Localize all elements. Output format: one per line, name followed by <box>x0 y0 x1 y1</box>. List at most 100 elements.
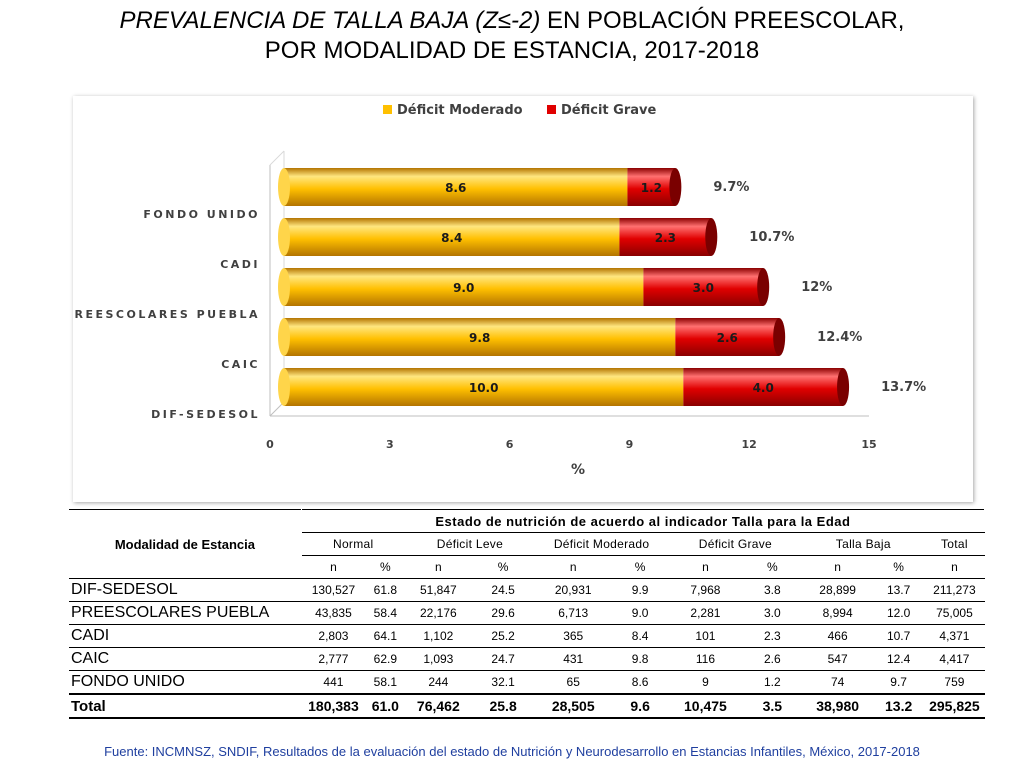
category-label: FONDO UNIDO <box>143 208 260 221</box>
table-cell: 1,102 <box>404 624 473 648</box>
table-row-name: PREESCOLARES PUEBLA <box>69 601 302 625</box>
table-cell: 12.0 <box>872 601 925 625</box>
bar-total-label: 13.7% <box>881 380 926 395</box>
bar-end-cap <box>757 268 770 306</box>
x-tick-label: 9 <box>626 438 634 451</box>
table-row: CADI 2,803 64.1 1,102 25.2 365 8.4 101 2.3 466 10.… <box>69 624 986 648</box>
table-subheader: n <box>404 555 473 579</box>
table-subheader: n <box>534 555 613 579</box>
bar-value-label: 9.8 <box>469 331 490 345</box>
bar-segment <box>683 368 844 406</box>
table-cell: 6,713 <box>534 601 613 625</box>
table-cell: 43,835 <box>300 601 367 625</box>
table-row-name: DIF-SEDESOL <box>69 578 302 602</box>
table-cell: 4,417 <box>923 647 986 671</box>
bar-segment <box>284 268 644 306</box>
table-row: FONDO UNIDO 441 58.1 244 32.1 65 8.6 9 1.2 74 9.7 7… <box>69 670 986 695</box>
table-cell: 365 <box>534 624 613 648</box>
legend-swatch <box>383 105 392 114</box>
table-cell: 58.4 <box>365 601 406 625</box>
table-cell: 9 <box>668 670 743 695</box>
table-subheader: % <box>471 555 536 579</box>
table-cell: 101 <box>668 624 743 648</box>
bar-segment <box>284 218 620 256</box>
table-cell: 64.1 <box>365 624 406 648</box>
table-cell: 180,383 <box>300 693 367 719</box>
bar-segment <box>284 318 676 356</box>
bar-segment <box>284 168 628 206</box>
table-cell: 25.8 <box>471 693 536 719</box>
table-group-header-total: Total <box>923 532 986 556</box>
table-cell: 7,968 <box>668 578 743 602</box>
chart-panel: 0 3 6 9 12 15% Déficit Moderado Déficit Grave FO… <box>73 96 973 502</box>
table-cell: 74 <box>801 670 874 695</box>
bar-end-cap <box>837 368 850 406</box>
table-row: PREESCOLARES PUEBLA 43,835 58.4 22,176 29.6 6… <box>69 601 986 625</box>
bar-total-label: 12.4% <box>817 330 862 345</box>
table-cell: 51,847 <box>404 578 473 602</box>
table-cell: 62.9 <box>365 647 406 671</box>
table-group-header: Déficit Grave <box>668 532 803 556</box>
bar-segment <box>627 168 676 206</box>
x-tick-label: 12 <box>742 438 757 451</box>
table-cell: 2.3 <box>741 624 803 648</box>
table-cell: 2,803 <box>300 624 367 648</box>
category-label: CADI <box>220 258 260 271</box>
bar-total-label: 9.7% <box>713 180 749 195</box>
page-title: PREVALENCIA DE TALLA BAJA (Z≤-2) EN POBL… <box>0 6 1024 66</box>
nutrition-data-table: Modalidad de Estancia Estado de nutrició… <box>69 509 986 719</box>
stacked-bar-chart: 0 3 6 9 12 15% Déficit Moderado Déficit Grave FO… <box>73 103 926 478</box>
bar-value-label: 10.0 <box>469 381 499 395</box>
table-row: CAIC 2,777 62.9 1,093 24.7 431 9.8 116 2.6 547 12.… <box>69 647 986 671</box>
table-group-header: Normal <box>300 532 406 556</box>
bar-value-label: 2.3 <box>655 231 676 245</box>
table-cell: 61.8 <box>365 578 406 602</box>
table-cell: 9.6 <box>611 693 669 719</box>
table-cell: 9.7 <box>872 670 925 695</box>
table-row-name: FONDO UNIDO <box>69 670 302 695</box>
table-cell: 38,980 <box>801 693 874 719</box>
table-cell: 8,994 <box>801 601 874 625</box>
table-subheader: n <box>801 555 874 579</box>
bar-segment <box>643 268 764 306</box>
title-regular-part: EN POBLACIÓN PREESCOLAR, <box>540 7 905 34</box>
bar-value-label: 9.0 <box>453 281 474 295</box>
table-row-name: Total <box>69 693 302 719</box>
table-cell: 32.1 <box>471 670 536 695</box>
table-cell: 20,931 <box>534 578 613 602</box>
category-label: CAIC <box>221 358 260 371</box>
table-header-modalidad: Modalidad de Estancia <box>69 509 302 579</box>
table-cell: 431 <box>534 647 613 671</box>
title-italic-part: PREVALENCIA DE TALLA BAJA (Z≤-2) <box>119 7 541 34</box>
table-cell: 244 <box>404 670 473 695</box>
legend-label: Déficit Moderado <box>397 103 523 118</box>
table-cell: 13.2 <box>872 693 925 719</box>
table-subheader: % <box>741 555 803 579</box>
table-header-main: Estado de nutrición de acuerdo al indica… <box>300 509 986 533</box>
table-cell: 3.5 <box>741 693 803 719</box>
table-cell: 22,176 <box>404 601 473 625</box>
table-cell: 28,505 <box>534 693 613 719</box>
x-axis-title: % <box>571 462 585 478</box>
bar-end-cap <box>773 318 786 356</box>
table-group-header-row: Normal Déficit Leve Déficit Moderado Défici… <box>69 532 986 556</box>
table-cell: 24.5 <box>471 578 536 602</box>
bar-value-label: 4.0 <box>753 381 774 395</box>
table-row: DIF-SEDESOL 130,527 61.8 51,847 24.5 20,931 9.… <box>69 578 986 602</box>
table-cell: 2,281 <box>668 601 743 625</box>
table-cell: 3.0 <box>741 601 803 625</box>
table-cell: 9.0 <box>611 601 669 625</box>
table-cell: 8.4 <box>611 624 669 648</box>
table-subheader: % <box>365 555 406 579</box>
table-cell: 10,475 <box>668 693 743 719</box>
x-tick-label: 6 <box>506 438 514 451</box>
table-cell: 76,462 <box>404 693 473 719</box>
category-label: DIF-SEDESOL <box>151 408 260 421</box>
table-group-header: Déficit Leve <box>404 532 536 556</box>
table-cell: 1.2 <box>741 670 803 695</box>
x-tick-label: 15 <box>861 438 876 451</box>
table-body: DIF-SEDESOL 130,527 61.8 51,847 24.5 20,931 9.… <box>69 578 986 719</box>
table-cell: 759 <box>923 670 986 695</box>
table-cell: 58.1 <box>365 670 406 695</box>
table-cell: 1,093 <box>404 647 473 671</box>
